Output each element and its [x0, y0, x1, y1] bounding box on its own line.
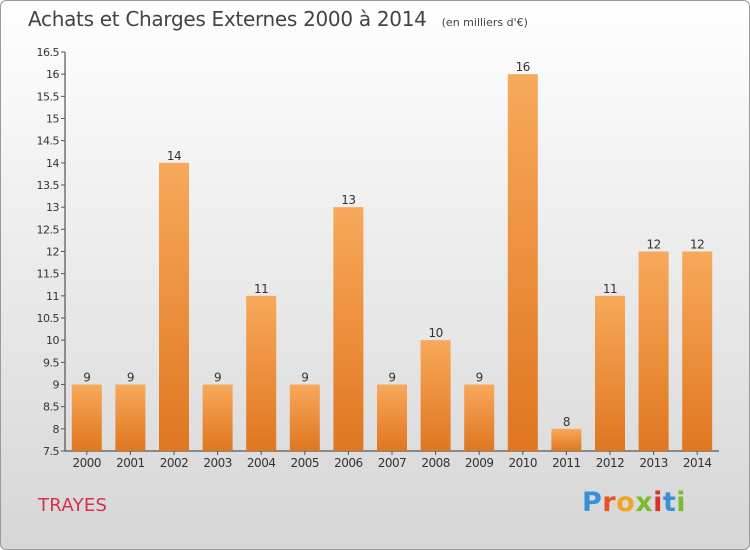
y-tick-label: 15.5 — [37, 90, 60, 103]
data-label-2013: 12 — [646, 238, 660, 252]
data-label-2003: 9 — [214, 371, 221, 385]
proxiti-logo[interactable]: Proxiti — [582, 487, 686, 518]
data-label-2008: 10 — [428, 326, 442, 340]
x-tick-label-2006: 2006 — [334, 456, 363, 470]
data-label-2007: 9 — [388, 371, 395, 385]
y-tick-label: 11.5 — [37, 268, 60, 281]
logo-letter: i — [676, 487, 686, 518]
y-tick-label: 9.5 — [43, 356, 59, 369]
x-tick-label-2001: 2001 — [116, 456, 145, 470]
data-label-2001: 9 — [127, 371, 134, 385]
bar-2013 — [639, 252, 669, 452]
data-label-2004: 11 — [254, 282, 268, 296]
bar-2010 — [508, 74, 538, 451]
y-tick-label: 11 — [46, 290, 59, 303]
y-tick-label: 8 — [53, 423, 60, 436]
data-label-2011: 8 — [563, 415, 570, 429]
bar-2007 — [377, 385, 407, 452]
x-tick-label-2013: 2013 — [639, 456, 668, 470]
bar-2000 — [72, 385, 102, 452]
bar-2012 — [595, 296, 625, 451]
bar-2003 — [203, 385, 233, 452]
y-tick-label: 10 — [46, 334, 59, 347]
bar-2002 — [159, 163, 189, 451]
bar-2001 — [115, 385, 145, 452]
x-tick-label-2004: 2004 — [247, 456, 276, 470]
y-tick-label: 12 — [46, 246, 59, 259]
y-tick-label: 13 — [46, 201, 59, 214]
x-tick-label-2008: 2008 — [421, 456, 450, 470]
y-tick-label: 9 — [53, 379, 60, 392]
bar-2014 — [682, 252, 712, 452]
y-tick-label: 16.5 — [37, 46, 60, 59]
bar-2008 — [421, 340, 451, 451]
x-tick-label-2000: 2000 — [73, 456, 102, 470]
x-tick-label-2007: 2007 — [378, 456, 407, 470]
logo-letter: o — [616, 487, 635, 518]
bar-2004 — [246, 296, 276, 451]
logo-letter: P — [582, 487, 602, 518]
chart-frame: Achats et Charges Externes 2000 à 2014 (… — [0, 0, 750, 550]
data-label-2010: 16 — [516, 60, 530, 74]
x-tick-label-2002: 2002 — [160, 456, 189, 470]
x-tick-label-2011: 2011 — [552, 456, 581, 470]
y-tick-label: 10.5 — [37, 312, 60, 325]
data-label-2012: 11 — [603, 282, 617, 296]
data-label-2009: 9 — [476, 371, 483, 385]
y-tick-label: 13.5 — [37, 179, 60, 192]
bar-2011 — [551, 429, 581, 451]
x-tick-label-2009: 2009 — [465, 456, 494, 470]
x-tick-label-2012: 2012 — [596, 456, 625, 470]
x-tick-label-2014: 2014 — [683, 456, 712, 470]
y-axis: 7.5 8 8.5 9 9.5 10 10.5 11 11.5 12 12.5 13 13.5 14 14.… — [37, 46, 66, 458]
y-tick-label: 8.5 — [43, 401, 59, 414]
bars — [72, 74, 712, 451]
bar-2005 — [290, 385, 320, 452]
x-tick-label-2005: 2005 — [291, 456, 320, 470]
y-tick-label: 16 — [46, 68, 59, 81]
data-label-2014: 12 — [690, 238, 704, 252]
x-tick-label-2010: 2010 — [509, 456, 538, 470]
data-label-2000: 9 — [83, 371, 90, 385]
commune-name: TRAYES — [38, 495, 107, 516]
y-tick-label: 15 — [46, 113, 59, 126]
bar-chart: 7.5 8 8.5 9 9.5 10 10.5 11 11.5 12 12.5 13 13.5 14 14.… — [1, 1, 749, 549]
data-label-2005: 9 — [301, 371, 308, 385]
logo-letter: i — [653, 487, 663, 518]
data-label-2006: 13 — [341, 193, 355, 207]
bar-2006 — [333, 207, 363, 451]
logo-letter: r — [602, 487, 616, 518]
bar-2009 — [464, 385, 494, 452]
x-tick-label-2003: 2003 — [203, 456, 232, 470]
y-tick-label: 14 — [46, 157, 59, 170]
y-tick-label: 12.5 — [37, 223, 60, 236]
logo-letter: t — [663, 487, 676, 518]
logo-letter: x — [635, 487, 653, 518]
y-tick-label: 14.5 — [37, 135, 60, 148]
x-axis: 2000 2001 2002 2003 2004 2005 2006 2007 2008 2009… — [65, 451, 719, 470]
data-label-2002: 14 — [167, 149, 181, 163]
y-tick-label: 7.5 — [43, 445, 59, 458]
